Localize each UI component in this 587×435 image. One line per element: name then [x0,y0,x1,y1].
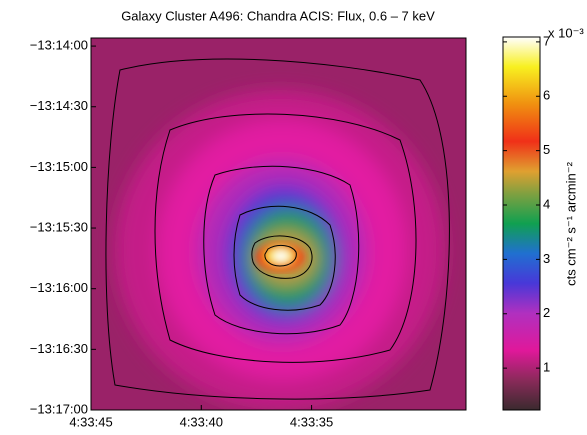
y-tick-label: −13:16:30 [30,341,88,356]
colorbar-label: cts cm⁻² s⁻¹ arcmin⁻² [563,161,578,286]
colorbar-tick-label: 6 [543,88,550,103]
chart-title: Galaxy Cluster A496: Chandra ACIS: Flux,… [121,8,435,23]
x-tick-label: 4:33:35 [290,414,333,429]
contours [105,58,450,400]
y-tick-label: −13:15:30 [30,219,88,234]
colorbar-tick-label: 5 [543,142,550,157]
y-tick-label: −13:16:00 [30,280,88,295]
colorbar-tick-label: 1 [543,360,550,375]
colorbar-tick-label: 4 [543,196,550,211]
plot-frame [90,37,467,411]
y-tick-label: −13:15:00 [30,159,88,174]
colorbar-multiplier: x 10⁻³ [548,25,584,40]
heatmap-image [91,38,466,410]
colorbar-tick-label: 7 [543,33,550,48]
colorbar-tick-label: 2 [543,305,550,320]
x-tick-label: 4:33:40 [180,414,223,429]
x-tick-label: 4:33:45 [69,414,112,429]
colorbar [502,36,541,411]
colorbar-tick-label: 3 [543,251,550,266]
y-tick-label: −13:17:00 [30,401,88,416]
y-tick-label: −13:14:30 [30,98,88,113]
y-tick-label: −13:14:00 [30,38,88,53]
